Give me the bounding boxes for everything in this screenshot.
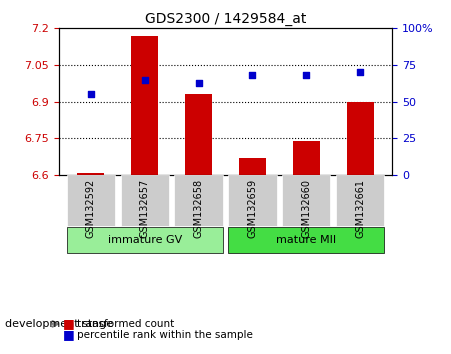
FancyBboxPatch shape: [120, 175, 169, 225]
Title: GDS2300 / 1429584_at: GDS2300 / 1429584_at: [145, 12, 306, 26]
Text: GSM132592: GSM132592: [86, 179, 96, 239]
Text: GSM132659: GSM132659: [248, 179, 258, 238]
Point: [303, 73, 310, 78]
FancyBboxPatch shape: [67, 227, 223, 253]
FancyBboxPatch shape: [175, 175, 223, 225]
Bar: [78, 173, 104, 175]
Text: GSM132658: GSM132658: [193, 179, 203, 238]
FancyBboxPatch shape: [282, 175, 331, 225]
Point: [249, 73, 256, 78]
Text: mature MII: mature MII: [276, 235, 336, 245]
Text: ■: ■: [63, 328, 75, 341]
Bar: [185, 95, 212, 175]
FancyBboxPatch shape: [228, 227, 384, 253]
Point: [195, 80, 202, 85]
Text: percentile rank within the sample: percentile rank within the sample: [77, 330, 253, 339]
Text: transformed count: transformed count: [77, 319, 174, 329]
Bar: [347, 102, 373, 175]
Point: [356, 69, 364, 75]
Bar: [131, 36, 158, 175]
FancyBboxPatch shape: [67, 175, 115, 225]
Point: [87, 92, 95, 97]
FancyBboxPatch shape: [336, 175, 384, 225]
Text: GSM132660: GSM132660: [301, 179, 311, 238]
Text: ■: ■: [63, 318, 75, 330]
Text: immature GV: immature GV: [108, 235, 182, 245]
Bar: [293, 141, 320, 175]
Point: [141, 77, 148, 82]
FancyBboxPatch shape: [228, 175, 276, 225]
Text: GSM132657: GSM132657: [140, 179, 150, 239]
Text: GSM132661: GSM132661: [355, 179, 365, 238]
Bar: [239, 158, 266, 175]
Text: development stage: development stage: [5, 319, 113, 329]
